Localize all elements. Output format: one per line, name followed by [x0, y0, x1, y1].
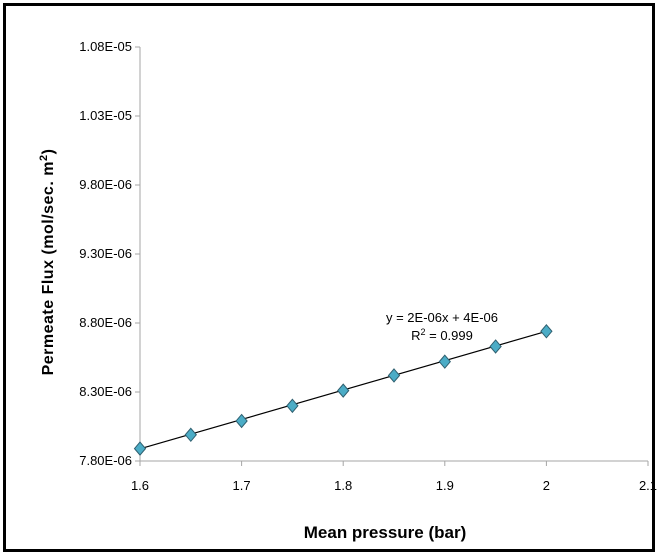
x-tick-label: 1.8	[334, 478, 352, 493]
y-axis-label: Permeate Flux (mol/sec. m2)	[38, 149, 57, 376]
r2-superscript: 2	[421, 327, 426, 337]
y-axis-label-close: )	[40, 149, 57, 155]
x-tick-label: 1.6	[131, 478, 149, 493]
y-tick-label: 1.03E-05	[79, 108, 132, 123]
data-point	[387, 368, 401, 383]
y-axis-label-superscript: 2	[38, 154, 50, 161]
x-tick-label: 2	[543, 478, 550, 493]
data-point	[489, 339, 502, 354]
y-tick-label: 8.30E-06	[79, 384, 132, 399]
data-point	[286, 398, 299, 414]
y-tick-label: 8.80E-06	[79, 315, 132, 330]
x-axis-ticks: 1.6 1.7 1.8 1.9 2 2.1	[131, 461, 657, 493]
data-points	[133, 324, 553, 456]
x-tick-label: 1.9	[436, 478, 454, 493]
data-point	[235, 413, 248, 429]
r2-prefix: R	[411, 328, 420, 343]
data-point	[184, 427, 197, 443]
data-point	[540, 324, 553, 339]
y-tick-label: 1.08E-05	[79, 39, 132, 54]
trendline-r2: R2 = 0.999	[411, 327, 473, 343]
y-tick-label: 7.80E-06	[79, 453, 132, 468]
r2-value: = 0.999	[426, 328, 473, 343]
y-axis-label-main: Permeate Flux (mol/sec. m	[40, 161, 57, 375]
data-point	[337, 383, 350, 398]
data-point	[438, 354, 451, 369]
x-axis-label: Mean pressure (bar)	[304, 523, 467, 542]
y-tick-label: 9.30E-06	[79, 246, 132, 261]
data-point	[133, 441, 147, 456]
x-tick-label: 1.7	[233, 478, 251, 493]
y-axis-ticks: 7.80E-06 8.30E-06 8.80E-06 9.30E-06 9.80E-06…	[79, 39, 140, 468]
x-tick-label: 2.1	[639, 478, 657, 493]
y-tick-label: 9.80E-06	[79, 177, 132, 192]
trendline-equation: y = 2E-06x + 4E-06	[386, 310, 498, 325]
